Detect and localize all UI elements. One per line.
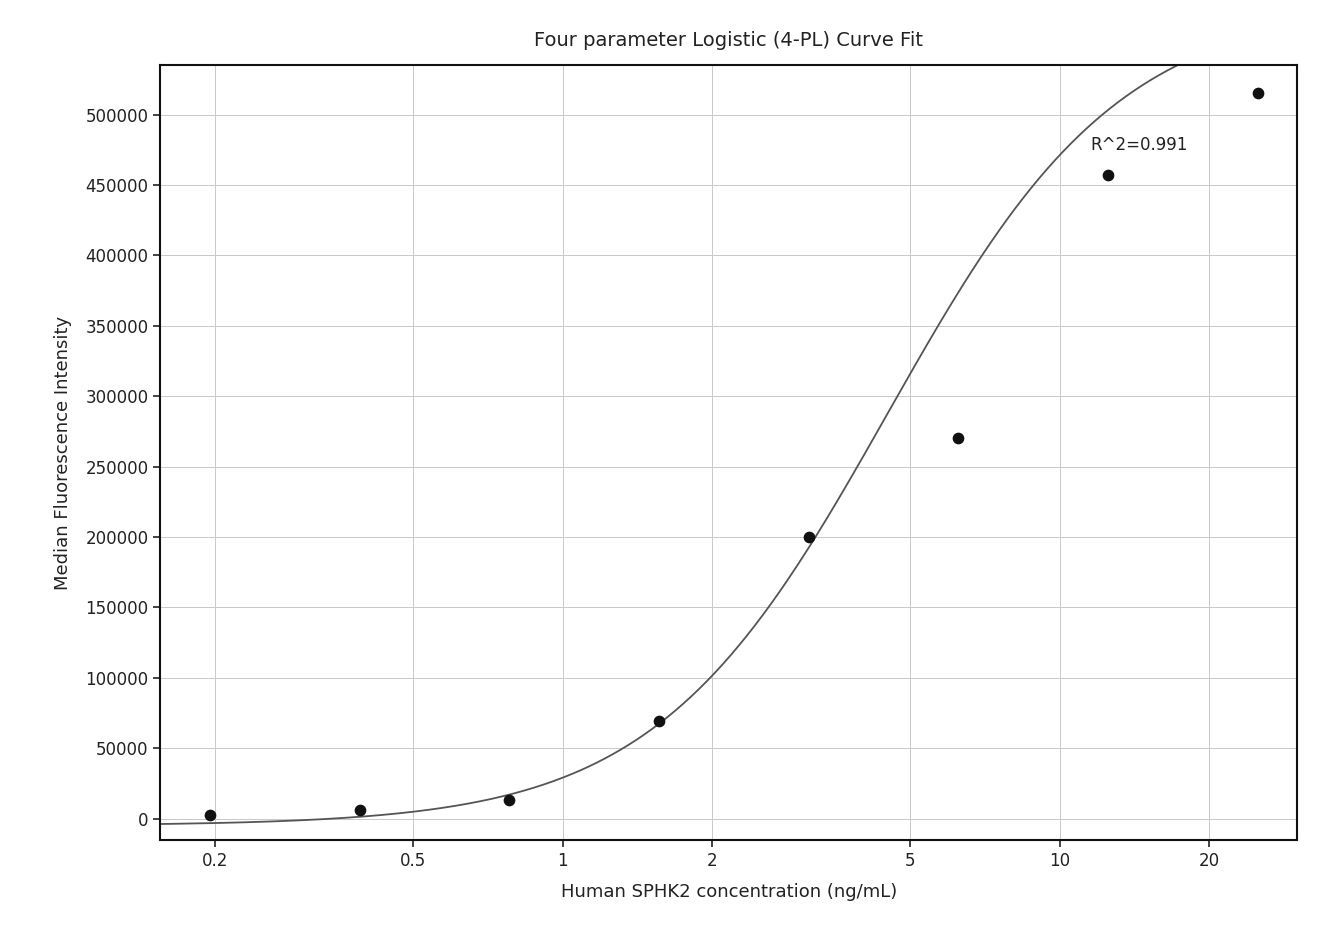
Point bbox=[798, 530, 820, 545]
Text: R^2=0.991: R^2=0.991 bbox=[1090, 136, 1187, 154]
Point bbox=[199, 808, 221, 823]
Point bbox=[349, 802, 370, 817]
Point bbox=[648, 714, 670, 729]
Point bbox=[499, 793, 520, 808]
Point bbox=[1098, 168, 1119, 183]
Point bbox=[948, 431, 969, 446]
X-axis label: Human SPHK2 concentration (ng/mL): Human SPHK2 concentration (ng/mL) bbox=[560, 884, 897, 901]
Title: Four parameter Logistic (4-PL) Curve Fit: Four parameter Logistic (4-PL) Curve Fit bbox=[535, 31, 923, 49]
Point bbox=[1247, 86, 1269, 101]
Y-axis label: Median Fluorescence Intensity: Median Fluorescence Intensity bbox=[53, 315, 72, 590]
